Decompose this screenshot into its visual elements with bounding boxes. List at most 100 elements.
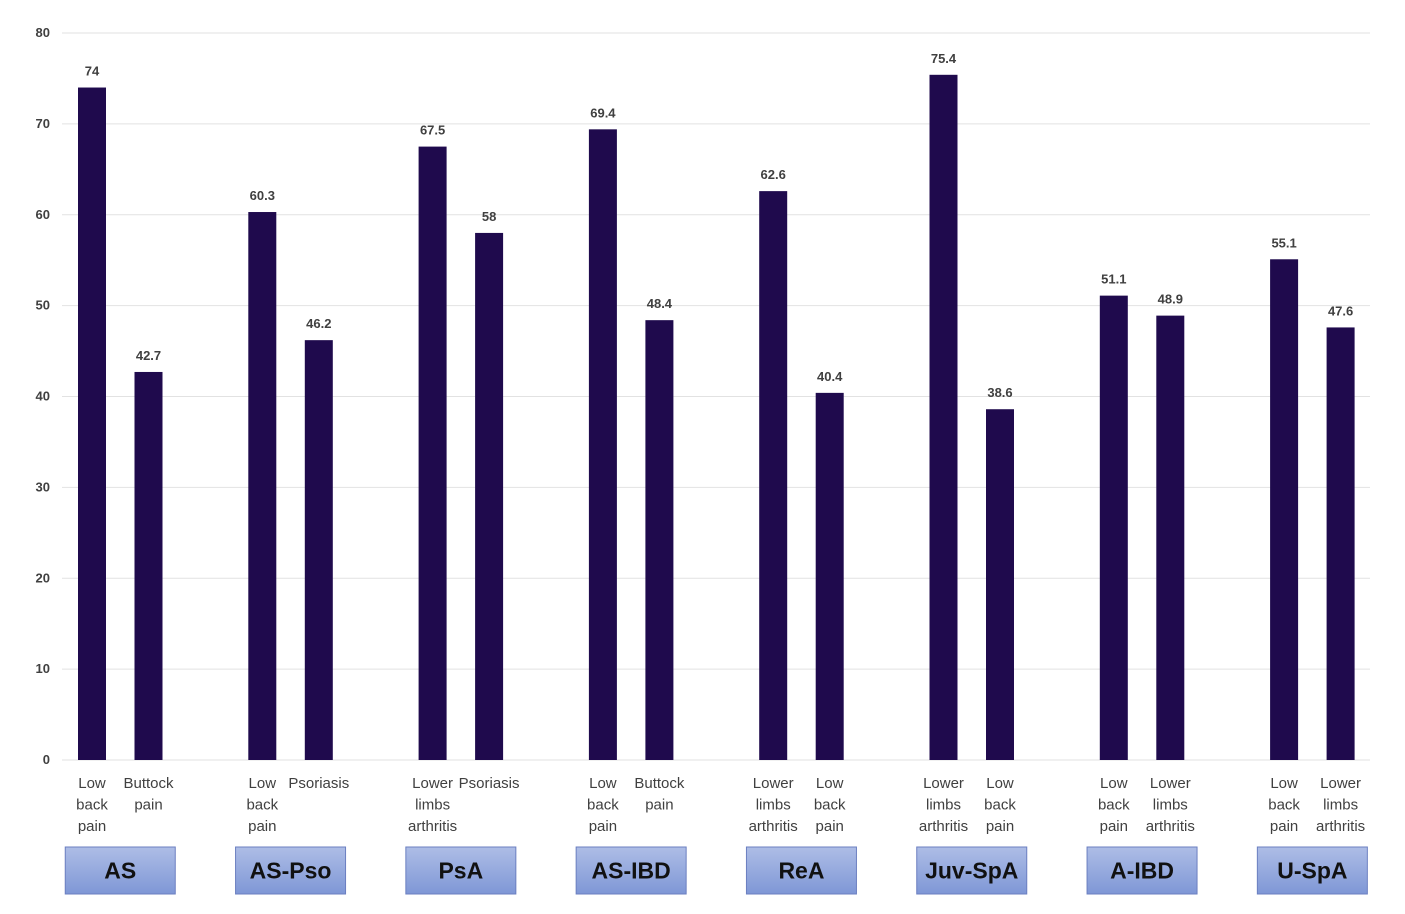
x-tick-label: back [1268,797,1300,814]
x-tick-label: limbs [1323,797,1358,814]
group-label-box [1256,846,1368,895]
group-label: A-IBD [1110,858,1174,884]
bar [418,146,447,760]
data-label: 38.6 [987,385,1012,400]
x-tick-label: Buttock [634,775,685,792]
group-label: Juv-SpA [925,858,1018,884]
bar [929,74,958,761]
x-tick-label: Psoriasis [288,775,349,792]
x-tick-label: back [984,797,1016,814]
group-label-box [745,846,857,895]
x-tick-label: back [246,797,278,814]
group-label: U-SpA [1277,858,1347,884]
y-tick-label: 80 [36,25,50,40]
x-tick-label: Lower [923,775,964,792]
bar [588,129,617,760]
group-label: PsA [438,858,483,884]
y-tick-label: 30 [36,479,50,494]
x-tick-label: arthritis [919,818,968,835]
y-tick-label: 10 [36,661,50,676]
data-label: 48.9 [1158,292,1183,307]
x-tick-label: pain [134,797,162,814]
x-tick-label: Low [78,775,106,792]
group-label-box [916,846,1028,895]
bar [1099,295,1128,760]
bar [815,392,844,760]
bar [248,212,277,760]
data-label: 42.7 [136,348,161,363]
data-label: 60.3 [250,188,275,203]
group-label: ReA [778,858,824,884]
bar [134,371,163,760]
group-label: AS-Pso [250,858,332,884]
x-tick-label: pain [1100,818,1128,835]
x-tick-label: Low [249,775,277,792]
x-tick-label: back [1098,797,1130,814]
x-tick-label: limbs [415,797,450,814]
data-label: 51.1 [1101,272,1126,287]
x-tick-label: Low [816,775,844,792]
data-label: 58 [482,209,496,224]
group-label-box [1086,846,1198,895]
x-tick-label: Buttock [123,775,174,792]
x-tick-label: pain [986,818,1014,835]
data-label: 75.4 [931,51,957,66]
data-label: 40.4 [817,369,843,384]
x-tick-label: Lower [1150,775,1191,792]
x-tick-label: pain [78,818,106,835]
y-tick-label: 60 [36,207,50,222]
x-tick-label: back [814,797,846,814]
y-tick-label: 70 [36,116,50,131]
data-label: 46.2 [306,316,331,331]
x-tick-label: pain [645,797,673,814]
x-tick-label: limbs [926,797,961,814]
x-tick-label: Low [589,775,617,792]
bar [1326,327,1355,760]
bar [304,340,333,760]
bar [986,409,1014,760]
x-tick-label: back [76,797,108,814]
bar [1270,259,1299,760]
group-label-box [64,846,176,895]
data-label: 55.1 [1271,235,1296,250]
x-tick-label: arthritis [1146,818,1195,835]
group-label-box [575,846,687,895]
data-label: 69.4 [590,105,616,120]
data-labels: 74 42.7 60.3 46.2 67.5 58 69.4 48.4 62.6 40.4 75.4… [85,51,1353,400]
y-axis: 0 10 20 30 40 50 60 70 80 [36,25,50,767]
x-tick-label: back [587,797,619,814]
data-label: 47.6 [1328,303,1353,318]
x-tick-label: pain [589,818,617,835]
x-axis-labels: Low back pain Buttock pain Low back pain Psorias… [76,775,1365,835]
bar [759,191,788,760]
x-tick-label: Lower [412,775,453,792]
x-tick-label: Lower [753,775,794,792]
x-tick-label: arthritis [1316,818,1365,835]
y-tick-label: 20 [36,570,50,585]
bar [475,232,504,761]
bar [645,320,674,760]
group-label: AS [104,858,136,884]
x-tick-label: limbs [1153,797,1188,814]
group-label: AS-IBD [592,858,671,884]
group-label-box [405,846,517,895]
y-tick-label: 40 [36,389,50,404]
data-label: 48.4 [647,296,673,311]
y-tick-label: 50 [36,298,50,313]
x-tick-label: arthritis [749,818,798,835]
data-label: 67.5 [420,123,445,138]
x-tick-label: pain [816,818,844,835]
y-tick-label: 0 [43,752,50,767]
bars [78,74,1355,761]
bar [1156,315,1185,760]
group-label-box [235,846,347,895]
x-tick-label: Low [1100,775,1128,792]
x-tick-label: pain [1270,818,1298,835]
x-tick-label: arthritis [408,818,457,835]
x-tick-label: Low [1270,775,1298,792]
group-labels: AS AS-Pso PsA AS-IBD ReA Juv-SpA A-IBD U-SpA [64,846,1368,895]
data-label: 74 [85,64,100,79]
x-tick-label: pain [248,818,276,835]
data-label: 62.6 [761,167,786,182]
